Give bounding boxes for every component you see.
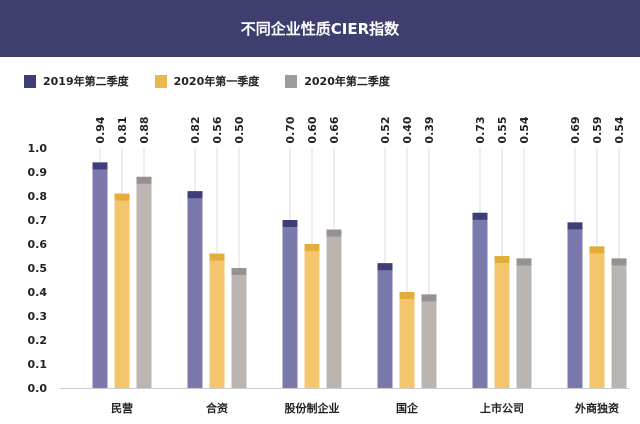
bar-cap (326, 229, 342, 237)
bar (472, 212, 488, 388)
bar-cap (114, 193, 130, 201)
bar-cap (589, 246, 605, 254)
bar (114, 193, 130, 388)
bar-cap (611, 258, 627, 266)
x-tick-label: 民营 (111, 401, 133, 415)
data-label: 0.94 (94, 116, 107, 143)
legend-swatch (285, 74, 298, 88)
bar-cap (516, 258, 532, 266)
bar (231, 268, 247, 388)
legend-item: 2019年第二季度 (24, 73, 129, 89)
y-tick-label: 0.2 (28, 334, 48, 347)
data-label: 0.50 (233, 116, 246, 143)
bar (589, 246, 605, 388)
y-tick-label: 0.4 (28, 286, 48, 299)
bar (326, 229, 342, 388)
bar-cap (231, 268, 247, 275)
legend-swatch (154, 74, 167, 88)
bar-cap (92, 162, 108, 170)
x-tick-label: 国企 (396, 401, 419, 415)
y-tick-label: 0.5 (28, 262, 48, 275)
bar (304, 244, 320, 388)
y-tick-label: 0.7 (28, 214, 48, 227)
legend-item: 2020年第一季度 (154, 73, 260, 89)
x-tick-label: 股份制企业 (285, 401, 340, 415)
data-label: 0.70 (284, 116, 297, 143)
data-label: 0.55 (496, 116, 509, 143)
x-tick-label: 合资 (206, 401, 228, 415)
chart-title: 不同企业性质CIER指数 (240, 20, 400, 38)
bar (187, 191, 203, 388)
bar (516, 258, 532, 388)
y-tick-label: 0.1 (28, 358, 48, 371)
bar-cap (136, 176, 152, 184)
y-tick-label: 0.3 (28, 310, 48, 323)
legend-swatch (24, 74, 36, 88)
legend-label: 2019年第二季度 (43, 75, 129, 88)
data-label: 0.82 (189, 116, 202, 143)
data-label: 0.54 (518, 116, 531, 143)
bar (421, 294, 437, 388)
data-label: 0.39 (423, 116, 436, 143)
bar-cap (282, 220, 298, 227)
legend: 2019年第二季度 2020年第一季度 2020年第二季度 (24, 73, 390, 89)
bar (494, 256, 510, 388)
data-label: 0.73 (474, 116, 487, 143)
bar-cap (304, 244, 320, 251)
legend-label: 2020年第一季度 (173, 75, 260, 88)
bar (282, 220, 298, 388)
data-label: 0.54 (613, 116, 626, 143)
y-tick-label: 1.0 (28, 142, 48, 155)
data-label: 0.40 (401, 116, 414, 143)
data-label: 0.60 (306, 116, 319, 143)
legend-item: 2020年第二季度 (285, 73, 390, 89)
chart-header: 不同企业性质CIER指数 (0, 0, 640, 57)
bar-cap (377, 263, 393, 271)
bar (377, 263, 393, 388)
bar-cap (494, 256, 510, 263)
bar-cap (567, 222, 583, 230)
bar (136, 176, 152, 388)
legend-label: 2020年第二季度 (304, 75, 390, 88)
data-label: 0.69 (569, 116, 582, 143)
y-tick-label: 0.8 (28, 190, 48, 203)
bar (611, 258, 627, 388)
bar (399, 292, 415, 388)
bar-cap (472, 212, 488, 220)
data-label: 0.52 (379, 116, 392, 143)
bar-cap (421, 294, 437, 302)
bar-cap (209, 253, 225, 261)
y-tick-label: 0.6 (28, 238, 48, 251)
data-label: 0.66 (328, 116, 341, 143)
bar-cap (187, 191, 203, 199)
bar-cap (399, 292, 415, 299)
data-label: 0.88 (138, 116, 151, 143)
bar (209, 253, 225, 388)
data-label: 0.81 (116, 116, 129, 143)
bar (567, 222, 583, 388)
y-tick-label: 0.0 (28, 382, 48, 395)
x-tick-label: 外商独资 (574, 401, 619, 415)
y-tick-label: 0.9 (28, 166, 48, 179)
bar (92, 162, 108, 388)
x-tick-label: 上市公司 (480, 401, 524, 415)
data-label: 0.56 (211, 116, 224, 143)
data-label: 0.59 (591, 116, 604, 143)
